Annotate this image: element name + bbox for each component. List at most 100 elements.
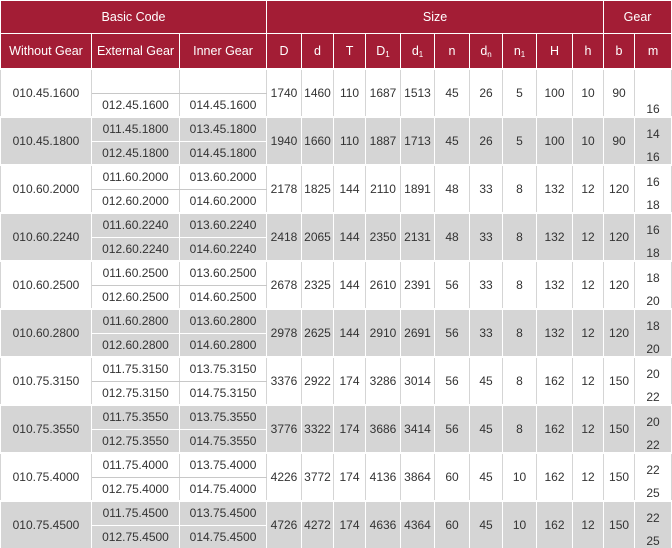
cell-b: 120 xyxy=(603,212,636,261)
cell-external-gear: 012.75.3550 xyxy=(91,429,180,453)
cell-b: 150 xyxy=(603,452,636,501)
cell-n: 56 xyxy=(434,308,471,357)
cell-H: 132 xyxy=(536,308,574,357)
cell-m-lower: 16 xyxy=(634,93,672,117)
cell-m-upper xyxy=(634,68,672,93)
cell-b: 90 xyxy=(603,116,636,165)
table-row: 012.75.3550 014.75.3550 22 xyxy=(1,429,672,453)
col-d: d xyxy=(301,33,335,70)
col-n: n xyxy=(434,33,471,70)
cell-inner-gear: 013.75.3150 xyxy=(178,356,268,382)
cell-b: 90 xyxy=(603,68,636,117)
cell-h: 10 xyxy=(572,68,605,117)
cell-external-gear: 012.75.3150 xyxy=(91,381,180,405)
cell-n: 56 xyxy=(434,356,471,405)
table-body: 010.45.1600 1740 1460 110 1687 1513 45 26 5 100 10… xyxy=(0,68,672,548)
cell-h: 12 xyxy=(572,500,605,548)
col-b: b xyxy=(603,33,636,70)
cell-D1: 1687 xyxy=(365,68,402,117)
cell-external-gear: 012.60.2500 xyxy=(91,285,180,309)
table-row: 010.45.1600 1740 1460 110 1687 1513 45 26 5 100 10… xyxy=(0,68,672,117)
cell-external-gear: 011.60.2500 xyxy=(91,260,180,286)
table-row: 010.75.3550 011.75.3550 013.75.3550 3776 332… xyxy=(0,404,672,453)
table-row: 010.60.2800 011.60.2800 013.60.2800 2978 262… xyxy=(0,308,672,357)
cell-external-gear: 011.60.2240 xyxy=(91,212,180,238)
cell-n1: 5 xyxy=(502,116,538,165)
cell-external-gear xyxy=(91,68,180,94)
cell-external-gear: 011.45.1800 xyxy=(91,116,180,142)
cell-dn: 45 xyxy=(469,356,504,405)
cell-D1: 1887 xyxy=(365,116,402,165)
col-h: h xyxy=(572,33,605,70)
cell-T: 144 xyxy=(333,164,367,213)
cell-n1: 8 xyxy=(502,260,538,309)
cell-external-gear: 012.60.2800 xyxy=(91,333,180,357)
cell-d: 1660 xyxy=(301,116,335,165)
cell-without-gear: 010.75.3150 xyxy=(0,356,92,405)
col-dn: dn xyxy=(469,33,504,70)
cell-H: 162 xyxy=(536,452,574,501)
cell-D: 4726 xyxy=(266,500,303,548)
cell-m-lower: 18 xyxy=(634,237,672,261)
col-d1: d1 xyxy=(400,33,436,70)
cell-d1: 2691 xyxy=(400,308,436,357)
cell-dn: 45 xyxy=(469,404,504,453)
cell-d1: 2391 xyxy=(400,260,436,309)
table-row: 010.60.2500 011.60.2500 013.60.2500 2678 232… xyxy=(0,260,672,309)
table-row: 012.60.2500 014.60.2500 20 xyxy=(1,285,672,309)
cell-external-gear: 012.75.4500 xyxy=(91,525,180,548)
col-m: m xyxy=(634,33,672,70)
cell-m-upper: 18 xyxy=(634,260,672,285)
table-row: 012.60.2800 014.60.2800 20 xyxy=(1,333,672,357)
cell-n1: 8 xyxy=(502,164,538,213)
cell-external-gear: 012.60.2000 xyxy=(91,189,180,213)
cell-inner-gear: 014.75.4000 xyxy=(178,477,268,501)
cell-n1: 8 xyxy=(502,212,538,261)
cell-b: 120 xyxy=(603,164,636,213)
cell-dn: 33 xyxy=(469,212,504,261)
cell-H: 162 xyxy=(536,404,574,453)
cell-H: 100 xyxy=(536,116,574,165)
cell-b: 120 xyxy=(603,260,636,309)
cell-d: 3322 xyxy=(301,404,335,453)
cell-inner-gear: 013.75.4000 xyxy=(178,452,268,478)
col-external-gear: External Gear xyxy=(91,33,180,70)
cell-T: 144 xyxy=(333,308,367,357)
cell-inner-gear: 014.60.2000 xyxy=(178,189,268,213)
cell-H: 100 xyxy=(536,68,574,117)
cell-external-gear: 011.75.4000 xyxy=(91,452,180,478)
cell-D1: 3286 xyxy=(365,356,402,405)
cell-dn: 45 xyxy=(469,500,504,548)
cell-b: 150 xyxy=(603,500,636,548)
cell-dn: 33 xyxy=(469,164,504,213)
table-row: 010.75.4500 011.75.4500 013.75.4500 4726 427… xyxy=(0,500,672,548)
cell-D: 2978 xyxy=(266,308,303,357)
cell-n: 56 xyxy=(434,404,471,453)
cell-dn: 26 xyxy=(469,116,504,165)
cell-h: 10 xyxy=(572,116,605,165)
cell-b: 120 xyxy=(603,308,636,357)
cell-D: 2418 xyxy=(266,212,303,261)
cell-D1: 2910 xyxy=(365,308,402,357)
cell-dn: 33 xyxy=(469,260,504,309)
cell-d1: 1713 xyxy=(400,116,436,165)
cell-D: 3776 xyxy=(266,404,303,453)
header-group-gear: Gear xyxy=(603,0,672,34)
header-group-size: Size xyxy=(266,0,605,34)
cell-D1: 3686 xyxy=(365,404,402,453)
table-row: 010.45.1800 011.45.1800 013.45.1800 1940 166… xyxy=(0,116,672,165)
cell-d: 2065 xyxy=(301,212,335,261)
cell-inner-gear: 014.75.3550 xyxy=(178,429,268,453)
cell-d1: 1891 xyxy=(400,164,436,213)
cell-inner-gear: 013.60.2240 xyxy=(178,212,268,238)
cell-m-upper: 18 xyxy=(634,308,672,333)
cell-without-gear: 010.75.4000 xyxy=(0,452,92,501)
col-D1: D1 xyxy=(365,33,402,70)
cell-n1: 5 xyxy=(502,68,538,117)
cell-n1: 8 xyxy=(502,308,538,357)
cell-without-gear: 010.45.1800 xyxy=(0,116,92,165)
cell-D: 2678 xyxy=(266,260,303,309)
table-row: 012.45.1600 014.45.1600 16 xyxy=(1,93,672,117)
cell-T: 144 xyxy=(333,260,367,309)
cell-without-gear: 010.75.3550 xyxy=(0,404,92,453)
